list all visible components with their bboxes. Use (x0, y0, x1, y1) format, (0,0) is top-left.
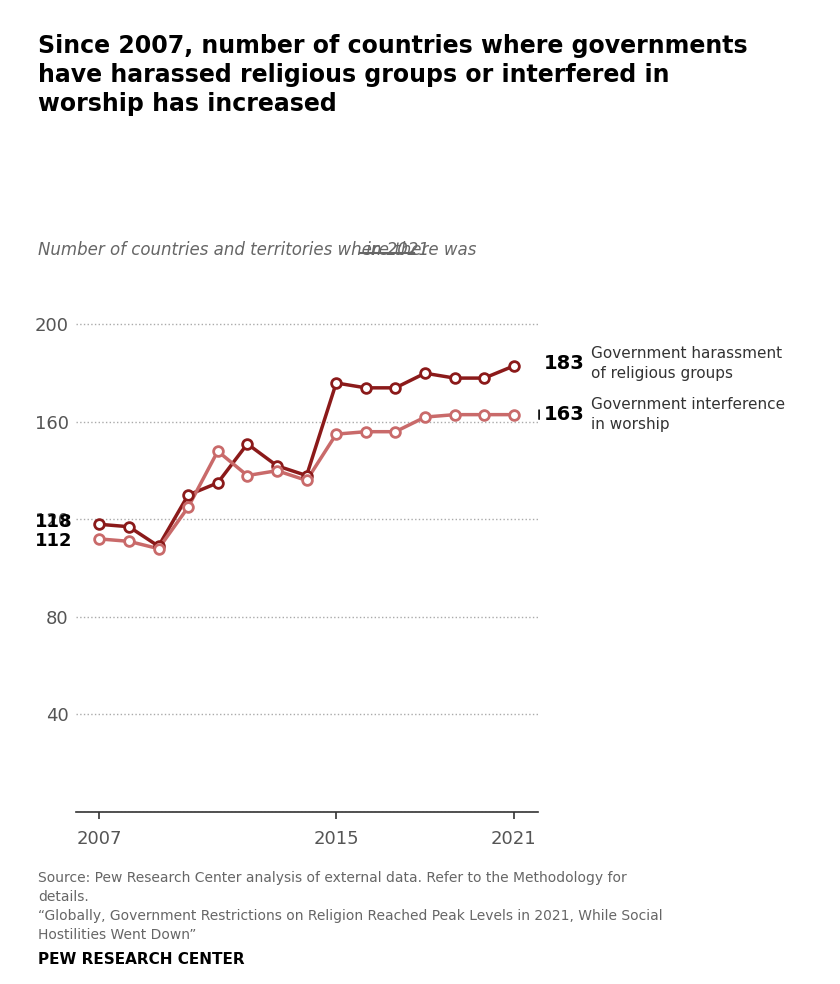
Text: PEW RESEARCH CENTER: PEW RESEARCH CENTER (38, 952, 244, 966)
Text: Government harassment
of religious groups: Government harassment of religious group… (591, 346, 782, 381)
Text: Source: Pew Research Center analysis of external data. Refer to the Methodology : Source: Pew Research Center analysis of … (38, 871, 663, 942)
Text: Number of countries and territories where there was: Number of countries and territories wher… (38, 241, 481, 259)
Text: 112: 112 (35, 532, 72, 550)
Text: 183: 183 (543, 354, 585, 373)
Text: Since 2007, number of countries where governments
have harassed religious groups: Since 2007, number of countries where go… (38, 34, 748, 116)
Text: Government interference
in worship: Government interference in worship (591, 398, 785, 432)
Text: 163: 163 (543, 405, 585, 424)
Text: in 2021: in 2021 (361, 241, 429, 259)
Text: 118: 118 (35, 513, 72, 530)
